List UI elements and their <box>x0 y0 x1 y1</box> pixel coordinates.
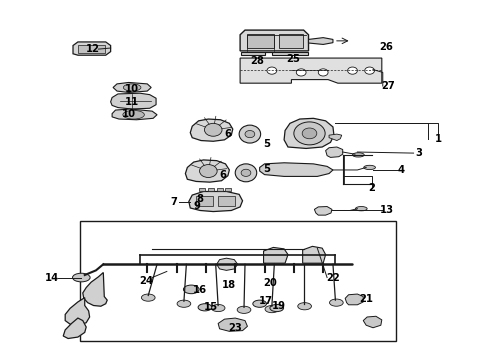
Text: 11: 11 <box>124 97 139 107</box>
Ellipse shape <box>239 125 261 143</box>
Circle shape <box>296 69 306 76</box>
Circle shape <box>199 165 217 177</box>
Polygon shape <box>73 42 111 55</box>
Circle shape <box>318 69 328 76</box>
Text: 25: 25 <box>286 54 300 64</box>
Bar <box>208 188 214 192</box>
Text: 13: 13 <box>380 206 393 216</box>
Text: 14: 14 <box>45 273 59 283</box>
Ellipse shape <box>183 285 199 294</box>
Ellipse shape <box>237 306 251 314</box>
Ellipse shape <box>177 300 191 307</box>
Polygon shape <box>309 38 333 44</box>
Circle shape <box>347 67 357 74</box>
Polygon shape <box>65 298 90 325</box>
Ellipse shape <box>123 84 141 91</box>
Text: 3: 3 <box>415 148 422 158</box>
Polygon shape <box>240 58 382 83</box>
Circle shape <box>241 169 251 176</box>
Bar <box>199 188 205 192</box>
Circle shape <box>365 67 374 74</box>
Bar <box>78 45 105 53</box>
Bar <box>218 196 235 206</box>
Polygon shape <box>185 160 229 182</box>
Polygon shape <box>284 118 334 148</box>
Text: 5: 5 <box>264 139 270 149</box>
Bar <box>217 188 222 192</box>
Text: 5: 5 <box>264 164 270 174</box>
Text: 16: 16 <box>193 285 207 296</box>
Ellipse shape <box>352 153 364 157</box>
Text: 2: 2 <box>368 183 375 193</box>
Ellipse shape <box>198 304 212 311</box>
Polygon shape <box>218 318 247 331</box>
Text: 19: 19 <box>272 301 286 311</box>
Text: 1: 1 <box>435 134 441 144</box>
Ellipse shape <box>73 273 90 282</box>
Text: 28: 28 <box>250 56 264 66</box>
Text: 7: 7 <box>171 197 177 207</box>
Text: 12: 12 <box>86 44 99 54</box>
Ellipse shape <box>364 165 375 170</box>
Text: 21: 21 <box>359 294 373 304</box>
Text: 22: 22 <box>326 273 340 283</box>
Polygon shape <box>113 82 151 93</box>
Text: 4: 4 <box>398 165 405 175</box>
Bar <box>279 35 303 48</box>
Text: 27: 27 <box>381 81 394 91</box>
Ellipse shape <box>211 305 225 312</box>
Ellipse shape <box>270 305 284 312</box>
Ellipse shape <box>253 300 267 307</box>
Polygon shape <box>260 163 333 176</box>
Ellipse shape <box>235 164 257 182</box>
Bar <box>225 188 231 192</box>
Text: 18: 18 <box>222 280 237 290</box>
Polygon shape <box>240 30 309 51</box>
Polygon shape <box>190 119 233 141</box>
Bar <box>80 221 396 341</box>
Polygon shape <box>264 247 288 263</box>
Text: 10: 10 <box>124 84 139 94</box>
Polygon shape <box>189 192 243 212</box>
Text: 20: 20 <box>264 278 277 288</box>
Polygon shape <box>345 294 363 305</box>
Polygon shape <box>217 258 238 270</box>
Text: 26: 26 <box>379 42 392 52</box>
Circle shape <box>267 67 277 74</box>
Ellipse shape <box>330 299 343 306</box>
Polygon shape <box>63 318 86 338</box>
Ellipse shape <box>355 207 367 211</box>
Text: 10: 10 <box>122 109 136 119</box>
Text: 24: 24 <box>139 276 153 286</box>
Polygon shape <box>111 93 156 109</box>
Text: 6: 6 <box>224 129 231 139</box>
Text: 6: 6 <box>220 170 226 180</box>
Text: 8: 8 <box>196 194 203 204</box>
Polygon shape <box>241 51 308 55</box>
Text: 15: 15 <box>204 302 218 312</box>
Ellipse shape <box>142 294 155 301</box>
Bar <box>247 35 274 48</box>
Text: 17: 17 <box>259 296 272 306</box>
Circle shape <box>302 128 317 139</box>
Polygon shape <box>83 273 107 306</box>
Polygon shape <box>326 147 343 157</box>
Polygon shape <box>315 207 332 215</box>
Circle shape <box>245 131 255 138</box>
Text: 9: 9 <box>194 201 200 211</box>
Ellipse shape <box>265 306 279 313</box>
Circle shape <box>204 123 222 136</box>
Text: 23: 23 <box>228 323 242 333</box>
Polygon shape <box>112 109 157 120</box>
Ellipse shape <box>123 111 145 119</box>
Polygon shape <box>363 316 382 328</box>
Polygon shape <box>303 246 326 263</box>
Polygon shape <box>329 134 342 140</box>
Ellipse shape <box>298 303 312 310</box>
Circle shape <box>294 122 325 145</box>
Bar <box>196 196 213 206</box>
